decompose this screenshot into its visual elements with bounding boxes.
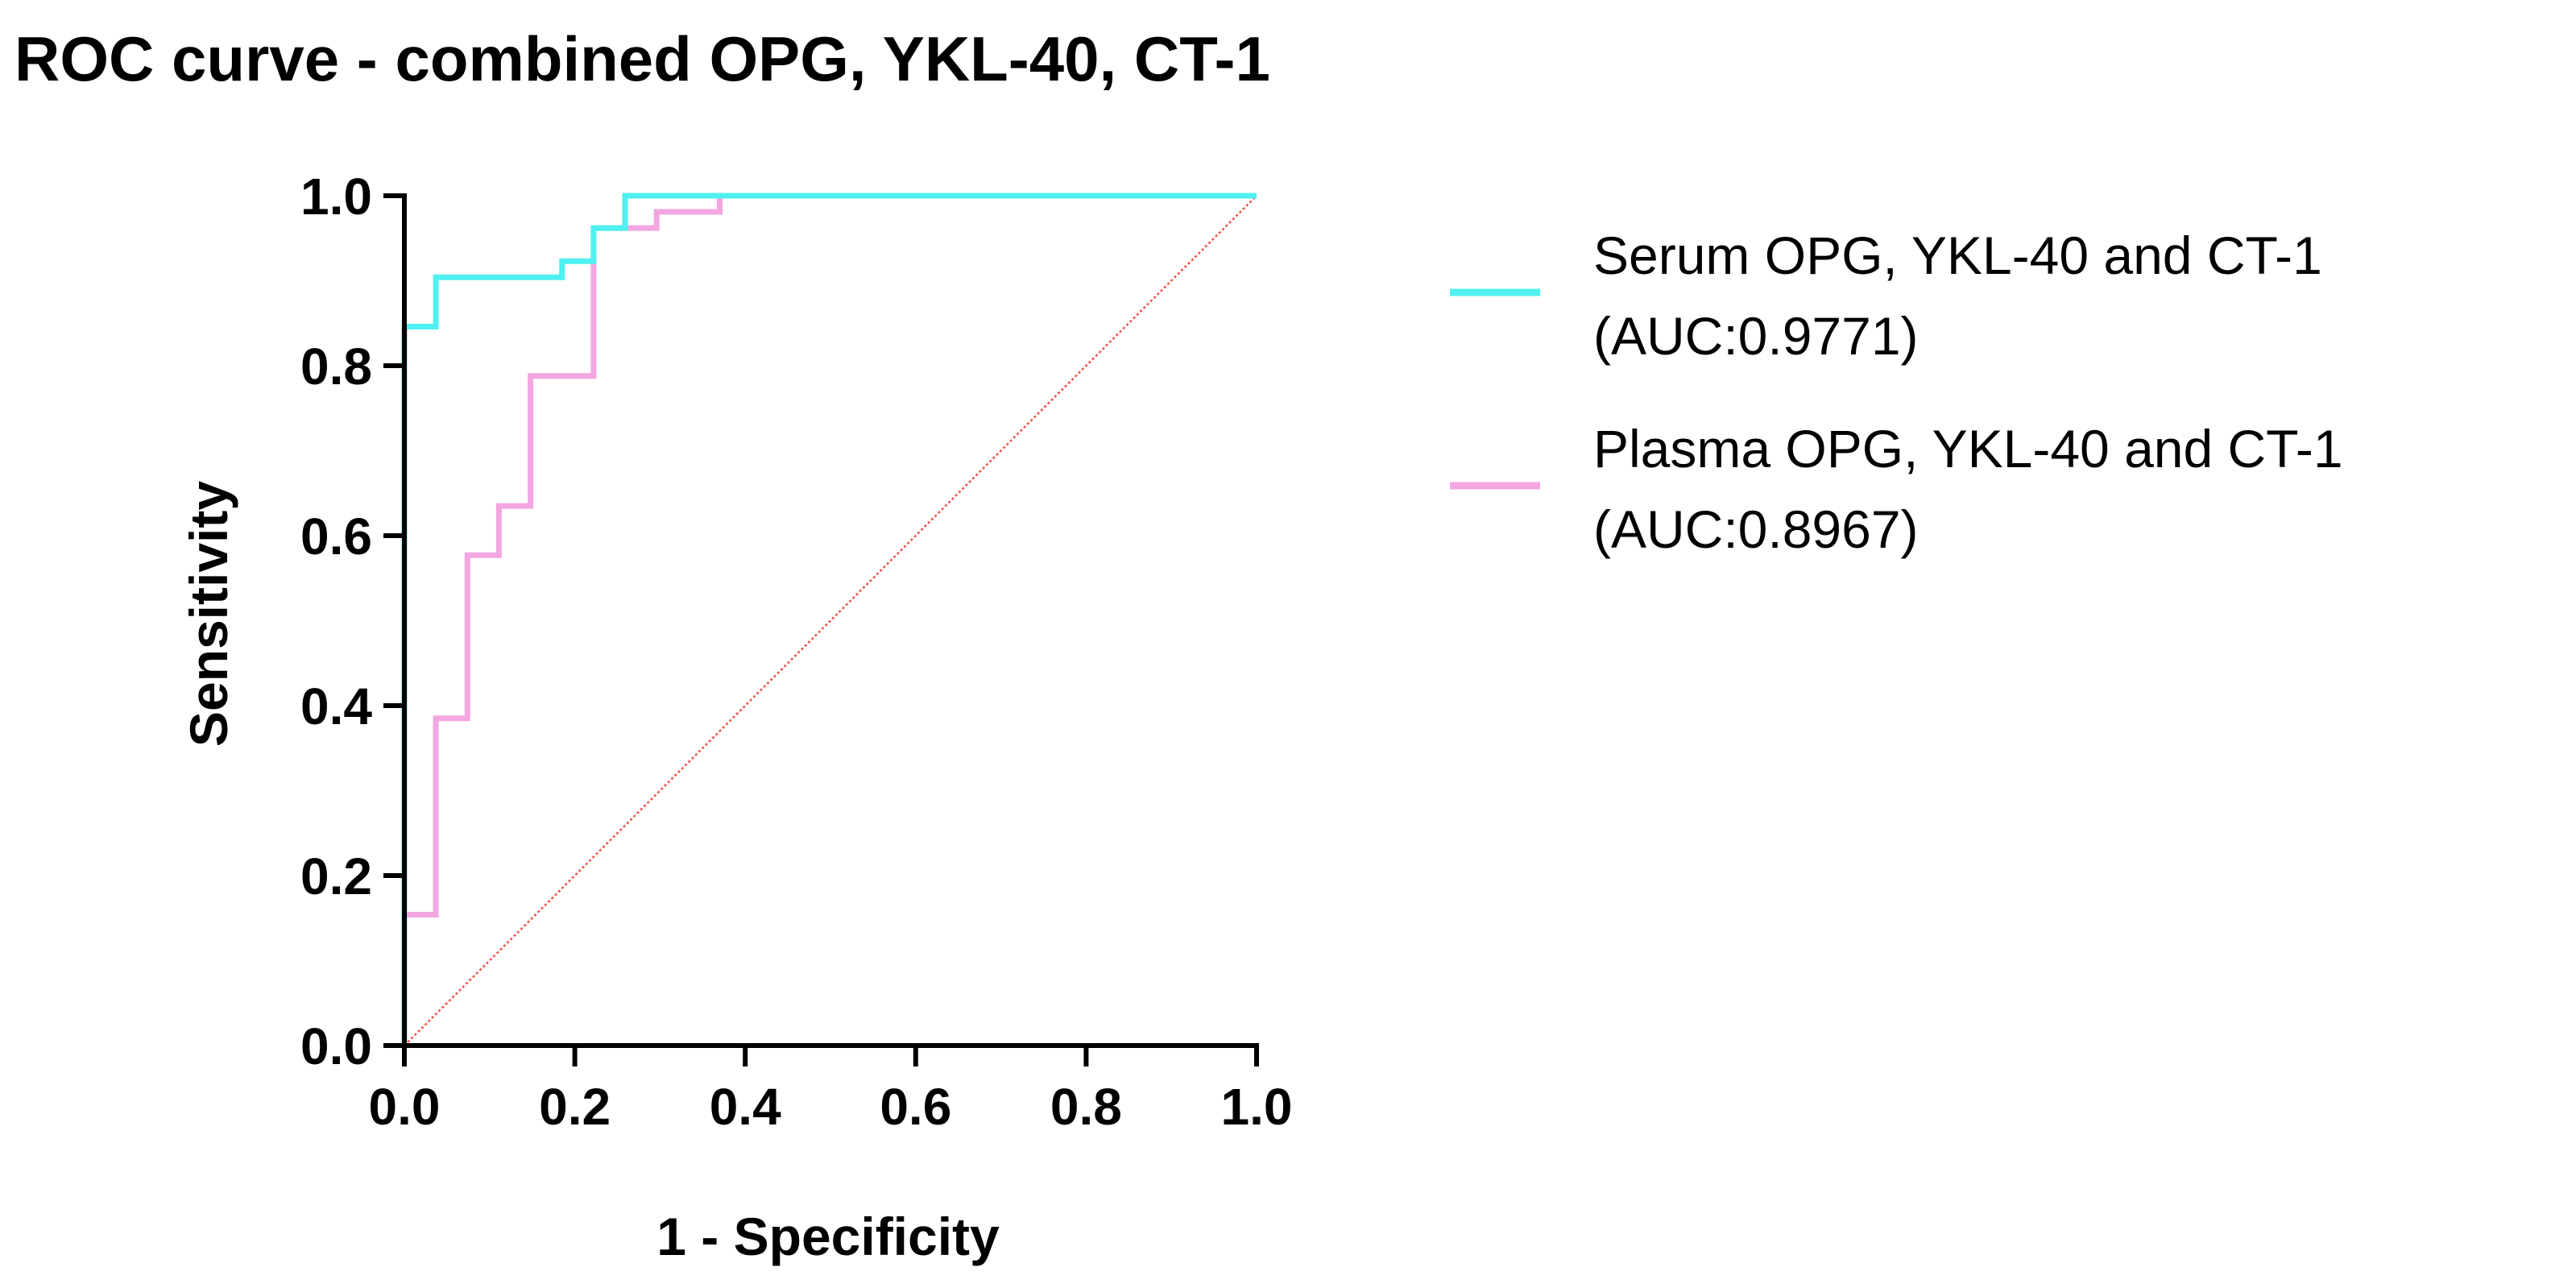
plot-area: 0.0 0.2 0.4 0.6 0.8 1.0 0.0 0.2 0.4 0.6 0.8 1.0 [300, 168, 1292, 1136]
x-tick-label: 1.0 [1221, 1078, 1293, 1136]
legend-label-serum: Serum OPG, YKL-40 and CT-1 [1593, 226, 2322, 285]
y-tick-label: 0.0 [300, 1017, 372, 1075]
y-tick-label: 0.6 [300, 507, 372, 565]
x-tick-label: 0.2 [539, 1078, 611, 1136]
series-line-serum [401, 193, 1257, 1046]
x-tick-label: 0.6 [880, 1078, 951, 1136]
legend-auc-plasma: (AUC:0.8967) [1593, 499, 1919, 559]
legend-label-plasma: Plasma OPG, YKL-40 and CT-1 [1593, 419, 2343, 478]
y-tick-label: 0.8 [300, 338, 372, 396]
y-tick-label: 0.2 [300, 847, 372, 905]
reference-diagonal-line [404, 195, 1257, 1046]
x-tick-label: 0.8 [1050, 1078, 1122, 1136]
chart-title: ROC curve - combined OPG, YKL-40, CT-1 [14, 23, 1270, 94]
legend-auc-serum: (AUC:0.9771) [1593, 306, 1919, 366]
y-tick-label: 0.4 [300, 677, 372, 735]
x-axis-label: 1 - Specificity [656, 1207, 1000, 1266]
x-tick-label: 0.0 [369, 1078, 441, 1136]
x-tick-label: 0.4 [710, 1078, 781, 1136]
y-axis-label: Sensitivity [179, 481, 238, 747]
legend: Serum OPG, YKL-40 and CT-1 (AUC:0.9771) … [1450, 226, 2343, 559]
y-tick-label: 1.0 [300, 168, 372, 226]
series-line-plasma [401, 193, 1257, 1046]
